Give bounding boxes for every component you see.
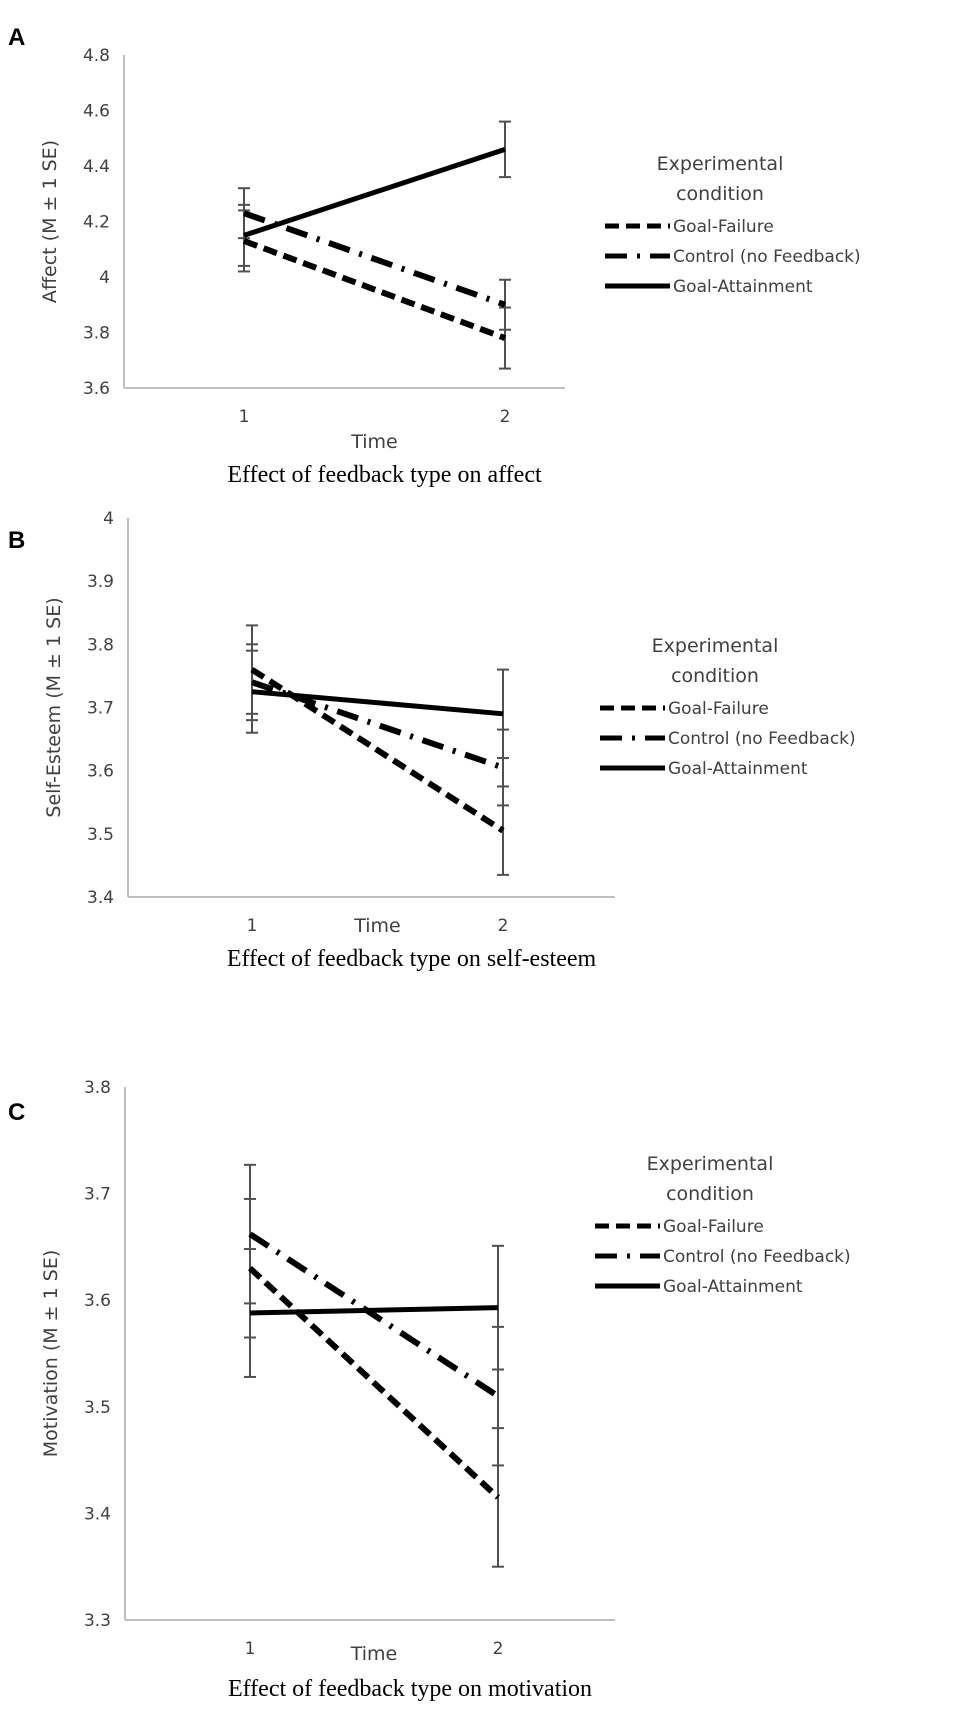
y-tick-label: 4.8 [83,46,110,66]
x-tick-label: 1 [245,1639,256,1659]
legend-label: Control (no Feedback) [673,247,861,267]
y-axis-label: Affect (M ± 1 SE) [39,140,61,303]
series-line-goal-attainment [249,1305,499,1316]
y-tick-label: 3.6 [84,1291,111,1311]
y-tick-label: 3.7 [84,1185,111,1205]
legend-title: Experimental [652,635,779,657]
y-tick-label: 4.4 [83,157,110,177]
series-line-goal-attainment [251,689,504,717]
x-tick-label: 2 [493,1639,504,1659]
series-line-goal-failure [242,238,507,341]
x-tick-label: 1 [239,407,250,427]
chart-title: Effect of feedback type on motivation [228,1676,592,1702]
legend-title: Experimental [657,153,784,175]
y-tick-label: 3.8 [87,635,114,655]
x-tick-label: 1 [247,916,258,936]
y-tick-label: 4.2 [83,213,110,233]
y-tick-label: 4 [99,268,110,288]
x-tick-label: 2 [498,916,509,936]
panel-B: B 3.4 3.5 3.6 3.7 3.8 3.9 4 1 2 Time Self-Esteem (M… [8,509,856,972]
x-axis-label: Time [350,1643,398,1665]
series-line-goal-failure [247,1266,501,1500]
y-tick-label: 4.6 [83,102,110,122]
y-tick-label: 3.6 [87,762,114,782]
x-axis-label: Time [350,431,398,453]
y-tick-label: 3.7 [87,699,114,719]
panel-A: A 3.6 3.8 4 4.2 4.4 4.6 4.8 1 2 Time Affect (M ± 1 … [8,24,861,488]
legend-label: Control (no Feedback) [668,729,856,749]
legend-title: condition [666,1183,754,1205]
panel-C: C 3.3 3.4 3.5 3.6 3.7 3.8 1 2 Time Motivation (M ±… [8,1078,851,1702]
y-tick-label: 4 [103,509,114,529]
legend-label: Goal-Failure [663,1217,764,1237]
legend-title: condition [671,665,759,687]
series-line-goal-attainment [243,146,506,238]
y-axis-label: Motivation (M ± 1 SE) [40,1250,62,1457]
panel-label: C [8,1099,25,1126]
legend-title: condition [676,183,764,205]
x-tick-label: 2 [500,407,511,427]
legend-label: Goal-Attainment [668,759,808,779]
chart-title: Effect of feedback type on affect [227,462,542,488]
legend-label: Control (no Feedback) [663,1247,851,1267]
y-tick-label: 3.5 [87,825,114,845]
panel-label: B [8,527,25,554]
legend-label: Goal-Attainment [673,277,813,297]
y-tick-label: 3.3 [84,1611,111,1631]
y-tick-label: 3.4 [84,1504,111,1524]
legend-label: Goal-Attainment [663,1277,803,1297]
x-axis-label: Time [353,915,401,937]
y-tick-label: 3.8 [84,1078,111,1098]
legend-label: Goal-Failure [668,699,769,719]
legend-label: Goal-Failure [673,217,774,237]
panel-label: A [8,24,25,51]
y-tick-label: 3.5 [84,1398,111,1418]
series-line-control-no-feedback- [248,1231,500,1399]
legend-title: Experimental [647,1153,774,1175]
series-line-control-no-feedback- [243,210,506,308]
y-tick-label: 3.9 [87,572,114,592]
y-tick-label: 3.4 [87,888,114,908]
chart-title: Effect of feedback type on self-esteem [227,946,597,972]
y-axis-label: Self-Esteem (M ± 1 SE) [43,597,65,817]
y-tick-label: 3.8 [83,324,110,344]
y-tick-label: 3.6 [83,379,110,399]
